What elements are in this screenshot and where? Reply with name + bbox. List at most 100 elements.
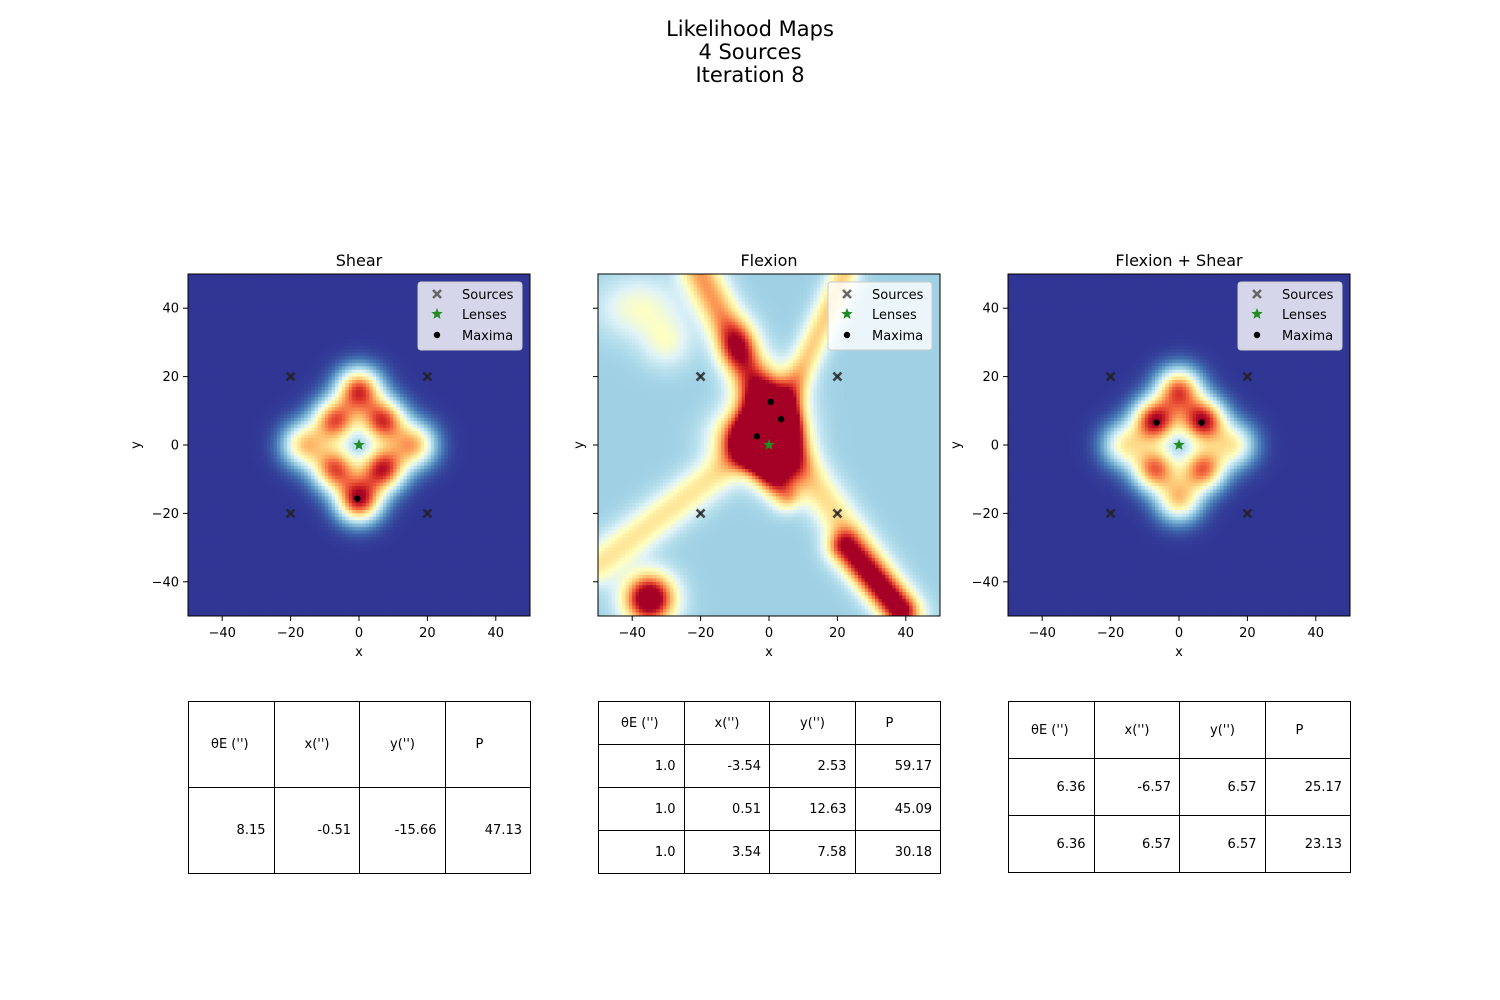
heatmap-cell: [400, 369, 405, 374]
heatmap-cell: [369, 438, 374, 443]
heatmap-cell: [287, 427, 292, 432]
heatmap-cell: [341, 342, 346, 347]
heatmap-cell: [287, 304, 292, 309]
heatmap-cell: [478, 373, 483, 378]
heatmap-cell: [232, 274, 237, 279]
heatmap-cell: [300, 291, 305, 296]
heatmap-cell: [256, 424, 261, 429]
heatmap-cell: [526, 403, 530, 408]
heatmap-cell: [211, 376, 216, 381]
heatmap-cell: [393, 366, 398, 371]
heatmap-cell: [297, 359, 302, 364]
heatmap-cell: [519, 277, 524, 282]
heatmap-cell: [324, 390, 329, 395]
heatmap-cell: [191, 373, 196, 378]
heatmap-cell: [396, 434, 401, 439]
heatmap-cell: [420, 438, 425, 443]
heatmap-cell: [417, 362, 422, 367]
heatmap-cell: [294, 373, 299, 378]
heatmap-cell: [263, 284, 268, 289]
heatmap-cell: [259, 284, 264, 289]
heatmap-cell: [362, 390, 367, 395]
heatmap-cell: [400, 414, 405, 419]
heatmap-cell: [359, 376, 364, 381]
heatmap-cell: [372, 315, 377, 320]
heatmap-cell: [523, 301, 528, 306]
heatmap-cell: [283, 342, 288, 347]
heatmap-cell: [475, 356, 480, 361]
heatmap-cell: [400, 277, 405, 282]
heatmap-cell: [287, 325, 292, 330]
heatmap-cell: [324, 301, 329, 306]
heatmap-cell: [523, 342, 528, 347]
heatmap-cell: [317, 321, 322, 326]
heatmap-cell: [475, 397, 480, 402]
heatmap-cell: [239, 427, 244, 432]
heatmap-cell: [359, 359, 364, 364]
heatmap-cell: [222, 366, 227, 371]
heatmap-cell: [280, 308, 285, 313]
heatmap-cell: [239, 356, 244, 361]
heatmap-cell: [273, 335, 278, 340]
heatmap-cell: [273, 373, 278, 378]
heatmap-cell: [290, 335, 295, 340]
heatmap-cell: [294, 297, 299, 302]
heatmap-cell: [488, 277, 493, 282]
heatmap-cell: [328, 359, 333, 364]
heatmap-cell: [266, 376, 271, 381]
heatmap-cell: [191, 304, 196, 309]
heatmap-cell: [235, 434, 240, 439]
heatmap-cell: [321, 325, 326, 330]
heatmap-cell: [492, 369, 497, 374]
heatmap-cell: [249, 277, 254, 282]
heatmap-cell: [328, 431, 333, 436]
heatmap-cell: [355, 373, 360, 378]
heatmap-cell: [345, 359, 350, 364]
heatmap-cell: [382, 349, 387, 354]
heatmap-cell: [499, 356, 504, 361]
heatmap-cell: [423, 277, 428, 282]
heatmap-cell: [492, 376, 497, 381]
heatmap-cell: [516, 380, 521, 385]
heatmap-cell: [218, 373, 223, 378]
heatmap-cell: [290, 345, 295, 350]
heatmap-cell: [191, 380, 196, 385]
heatmap-cell: [205, 362, 210, 367]
heatmap-cell: [273, 304, 278, 309]
heatmap-cell: [246, 427, 251, 432]
heatmap-cell: [215, 431, 220, 436]
heatmap-cell: [468, 366, 473, 371]
heatmap-cell: [290, 277, 295, 282]
heatmap-cell: [345, 369, 350, 374]
heatmap-cell: [225, 400, 230, 405]
heatmap-cell: [188, 380, 193, 385]
heatmap-cell: [225, 291, 230, 296]
heatmap-cell: [242, 414, 247, 419]
heatmap-cell: [406, 400, 411, 405]
heatmap-cell: [365, 359, 370, 364]
heatmap-cell: [338, 315, 343, 320]
heatmap-cell: [516, 362, 521, 367]
heatmap-cell: [393, 280, 398, 285]
heatmap-cell: [191, 366, 196, 371]
heatmap-cell: [222, 311, 227, 316]
heatmap-cell: [379, 280, 384, 285]
heatmap-cell: [211, 345, 216, 350]
heatmap-cell: [362, 291, 367, 296]
heatmap-cell: [229, 332, 234, 337]
heatmap-cell: [413, 325, 418, 330]
heatmap-cell: [516, 407, 521, 412]
heatmap-cell: [276, 403, 281, 408]
heatmap-cell: [372, 366, 377, 371]
heatmap-cell: [499, 277, 504, 282]
heatmap-cell: [465, 352, 470, 357]
heatmap-cell: [294, 427, 299, 432]
heatmap-cell: [468, 390, 473, 395]
heatmap-cell: [222, 369, 227, 374]
heatmap-cell: [382, 362, 387, 367]
heatmap-cell: [413, 332, 418, 337]
heatmap-cell: [290, 410, 295, 415]
heatmap-cell: [502, 403, 507, 408]
heatmap-cell: [372, 390, 377, 395]
heatmap-cell: [389, 359, 394, 364]
